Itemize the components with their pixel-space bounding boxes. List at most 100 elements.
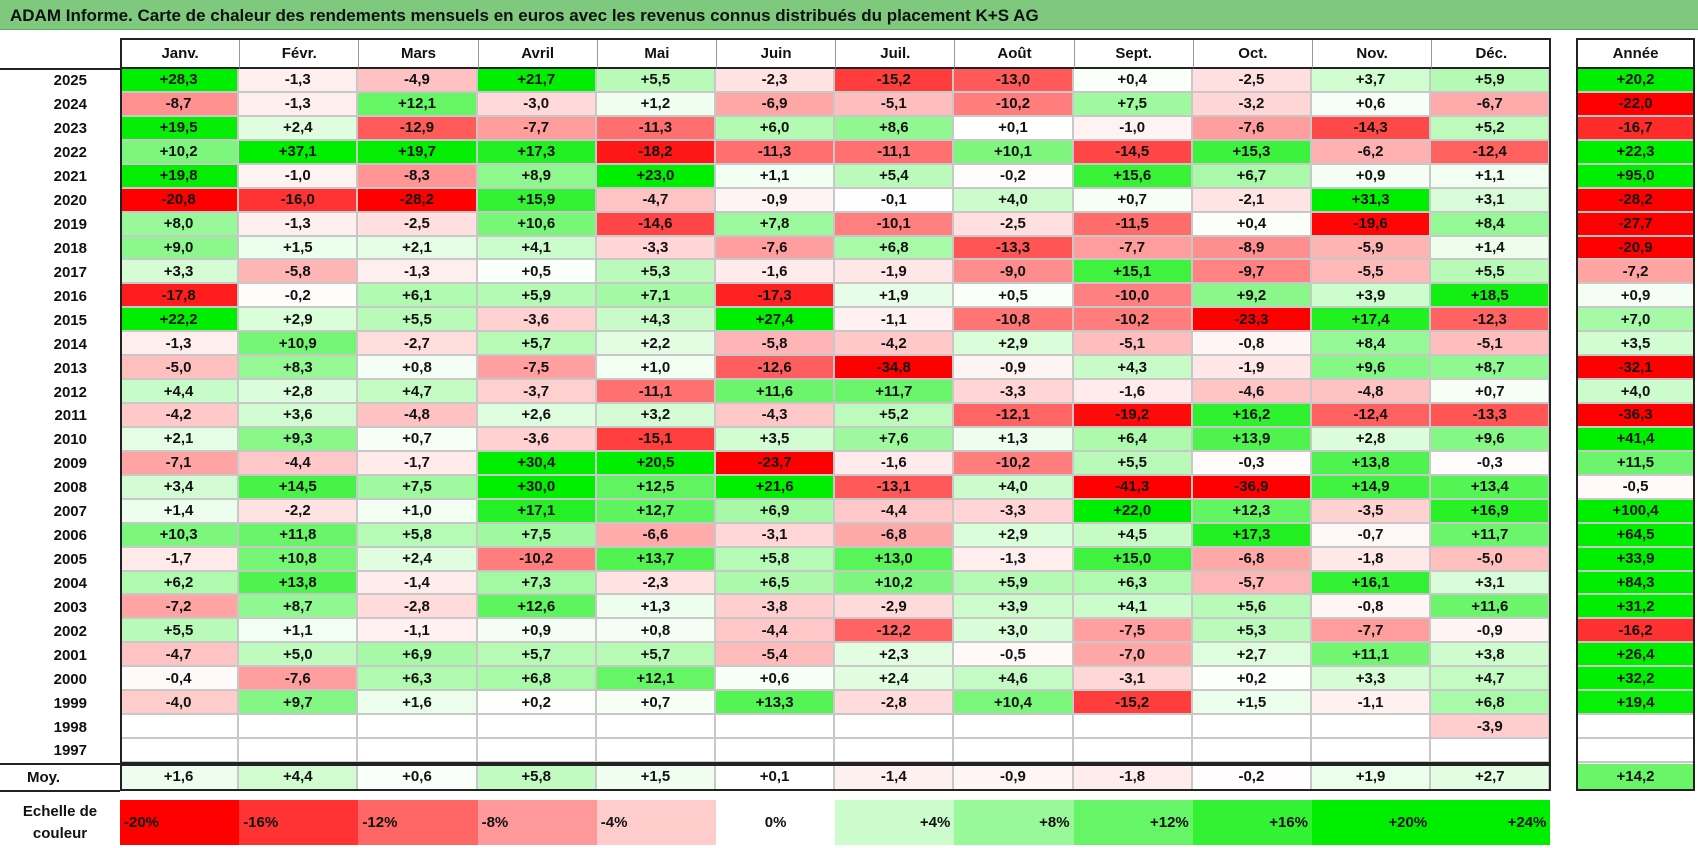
year-label: 2008 [53, 479, 87, 497]
average-cell: +0,1 [716, 764, 836, 791]
heatmap-cell: +5,5 [1073, 451, 1193, 476]
heatmap-cell: -12,4 [1312, 404, 1432, 428]
heatmap-cell: -5,0 [1431, 547, 1551, 572]
heatmap-cell: +4,3 [1073, 356, 1193, 381]
heatmap-cell: +11,7 [1431, 523, 1551, 548]
heatmap-cell: +2,8 [1312, 427, 1432, 452]
average-cell: +5,8 [477, 764, 597, 791]
heatmap-cell: +11,8 [239, 523, 359, 548]
month-header: Mars [358, 38, 478, 69]
heatmap-cell: +13,0 [835, 547, 955, 572]
heatmap-cell: +15,6 [1073, 164, 1193, 189]
heatmap-cell: -3,9 [1431, 715, 1551, 740]
heatmap-cell: -0,9 [716, 188, 836, 213]
year-label: 2000 [53, 670, 87, 688]
heatmap-cell: -1,3 [954, 547, 1074, 572]
heatmap-cell: -28,2 [358, 188, 478, 213]
heatmap-cell: +5,8 [716, 547, 836, 572]
heatmap-cell [1073, 715, 1193, 740]
year-label: 2002 [53, 622, 87, 640]
heatmap-cell: -19,6 [1312, 212, 1432, 237]
heatmap-cell [1431, 739, 1551, 763]
heatmap-cell: -1,6 [716, 260, 836, 285]
heatmap-cell: +2,4 [239, 116, 359, 141]
heatmap-cell: -10,2 [477, 547, 597, 572]
heatmap-cell: -3,1 [716, 523, 836, 548]
heatmap-cell: -12,3 [1431, 308, 1551, 333]
average-cell: +2,7 [1431, 764, 1551, 791]
heatmap-cell: -36,9 [1192, 475, 1312, 500]
heatmap-cell: -7,7 [1073, 236, 1193, 261]
annual-cell: -0,5 [1576, 475, 1695, 500]
heatmap-cell: -12,4 [1431, 140, 1551, 165]
heatmap-cell [596, 739, 716, 763]
heatmap-cell: +0,4 [1073, 69, 1193, 93]
heatmap-cell: +3,9 [1312, 284, 1432, 309]
heatmap-cell: -11,3 [596, 116, 716, 141]
year-label: 2012 [53, 383, 87, 401]
heatmap-cell: -4,0 [120, 691, 240, 716]
heatmap-cell: -1,3 [239, 69, 359, 93]
heatmap-cell: -2,1 [1192, 188, 1312, 213]
color-scale-stop: +20% [1312, 800, 1432, 845]
heatmap-cell: -15,1 [596, 427, 716, 452]
average-cell: -1,4 [835, 764, 955, 791]
heatmap-cell: +6,9 [716, 499, 836, 524]
heatmap-cell: +9,7 [239, 691, 359, 716]
heatmap-cell: +5,4 [835, 164, 955, 189]
heatmap-cell: +19,5 [120, 116, 240, 141]
heatmap-cell: +6,8 [477, 667, 597, 692]
average-cell: +1,9 [1312, 764, 1432, 791]
heatmap-cell: -1,6 [1073, 380, 1193, 404]
month-header: Févr. [239, 38, 359, 69]
heatmap-cell: +3,5 [716, 427, 836, 452]
heatmap-cell: +10,1 [954, 140, 1074, 165]
heatmap-cell: +2,3 [835, 643, 955, 668]
color-scale-stop: +24% [1431, 800, 1551, 845]
heatmap-cell: -7,5 [477, 356, 597, 381]
heatmap-cell: +3,1 [1431, 188, 1551, 213]
heatmap-cell: -0,9 [1431, 619, 1551, 644]
heatmap-cell: -19,2 [1073, 404, 1193, 428]
heatmap-cell: -4,3 [716, 404, 836, 428]
heatmap-cell: +16,2 [1192, 404, 1312, 428]
heatmap-cell: +0,2 [1192, 667, 1312, 692]
heatmap-cell: +3,1 [1431, 571, 1551, 596]
heatmap-cell: -2,8 [358, 595, 478, 620]
heatmap-cell: +1,1 [239, 619, 359, 644]
heatmap-cell [477, 739, 597, 763]
heatmap-cell: -2,5 [358, 212, 478, 237]
heatmap-cell: -2,5 [954, 212, 1074, 237]
average-bottom-rule [0, 790, 120, 792]
heatmap-cell: +4,7 [358, 380, 478, 404]
heatmap-cell: -8,9 [1192, 236, 1312, 261]
heatmap-cell: -1,1 [1312, 691, 1432, 716]
header-rule [0, 68, 120, 70]
color-scale-label-line1: Echelle de [22, 803, 98, 820]
annual-cell: +95,0 [1576, 164, 1695, 189]
heatmap-cell: -5,7 [1192, 571, 1312, 596]
heatmap-cell: -7,0 [1073, 643, 1193, 668]
year-label: 2010 [53, 431, 87, 449]
heatmap-cell: +4,4 [120, 380, 240, 404]
annual-cell: +4,0 [1576, 380, 1695, 404]
heatmap-cell [954, 739, 1074, 763]
heatmap-cell: +13,4 [1431, 475, 1551, 500]
heatmap-cell: +10,6 [477, 212, 597, 237]
month-header: Sept. [1073, 38, 1193, 69]
heatmap-cell: +7,8 [716, 212, 836, 237]
heatmap-cell: +0,8 [596, 619, 716, 644]
annual-cell: +3,5 [1576, 332, 1695, 357]
heatmap-cell: +0,4 [1192, 212, 1312, 237]
year-label: 2022 [53, 144, 87, 162]
heatmap-cell: -2,2 [239, 499, 359, 524]
heatmap-cell: +12,5 [596, 475, 716, 500]
heatmap-cell: +3,2 [596, 404, 716, 428]
average-cell: -0,9 [954, 764, 1074, 791]
heatmap-cell [120, 739, 240, 763]
heatmap-cell: -0,4 [120, 667, 240, 692]
heatmap-cell: -18,2 [596, 140, 716, 165]
heatmap-cell: +4,1 [477, 236, 597, 261]
annual-header: Année [1576, 38, 1695, 69]
color-scale-stop: +8% [954, 800, 1074, 845]
